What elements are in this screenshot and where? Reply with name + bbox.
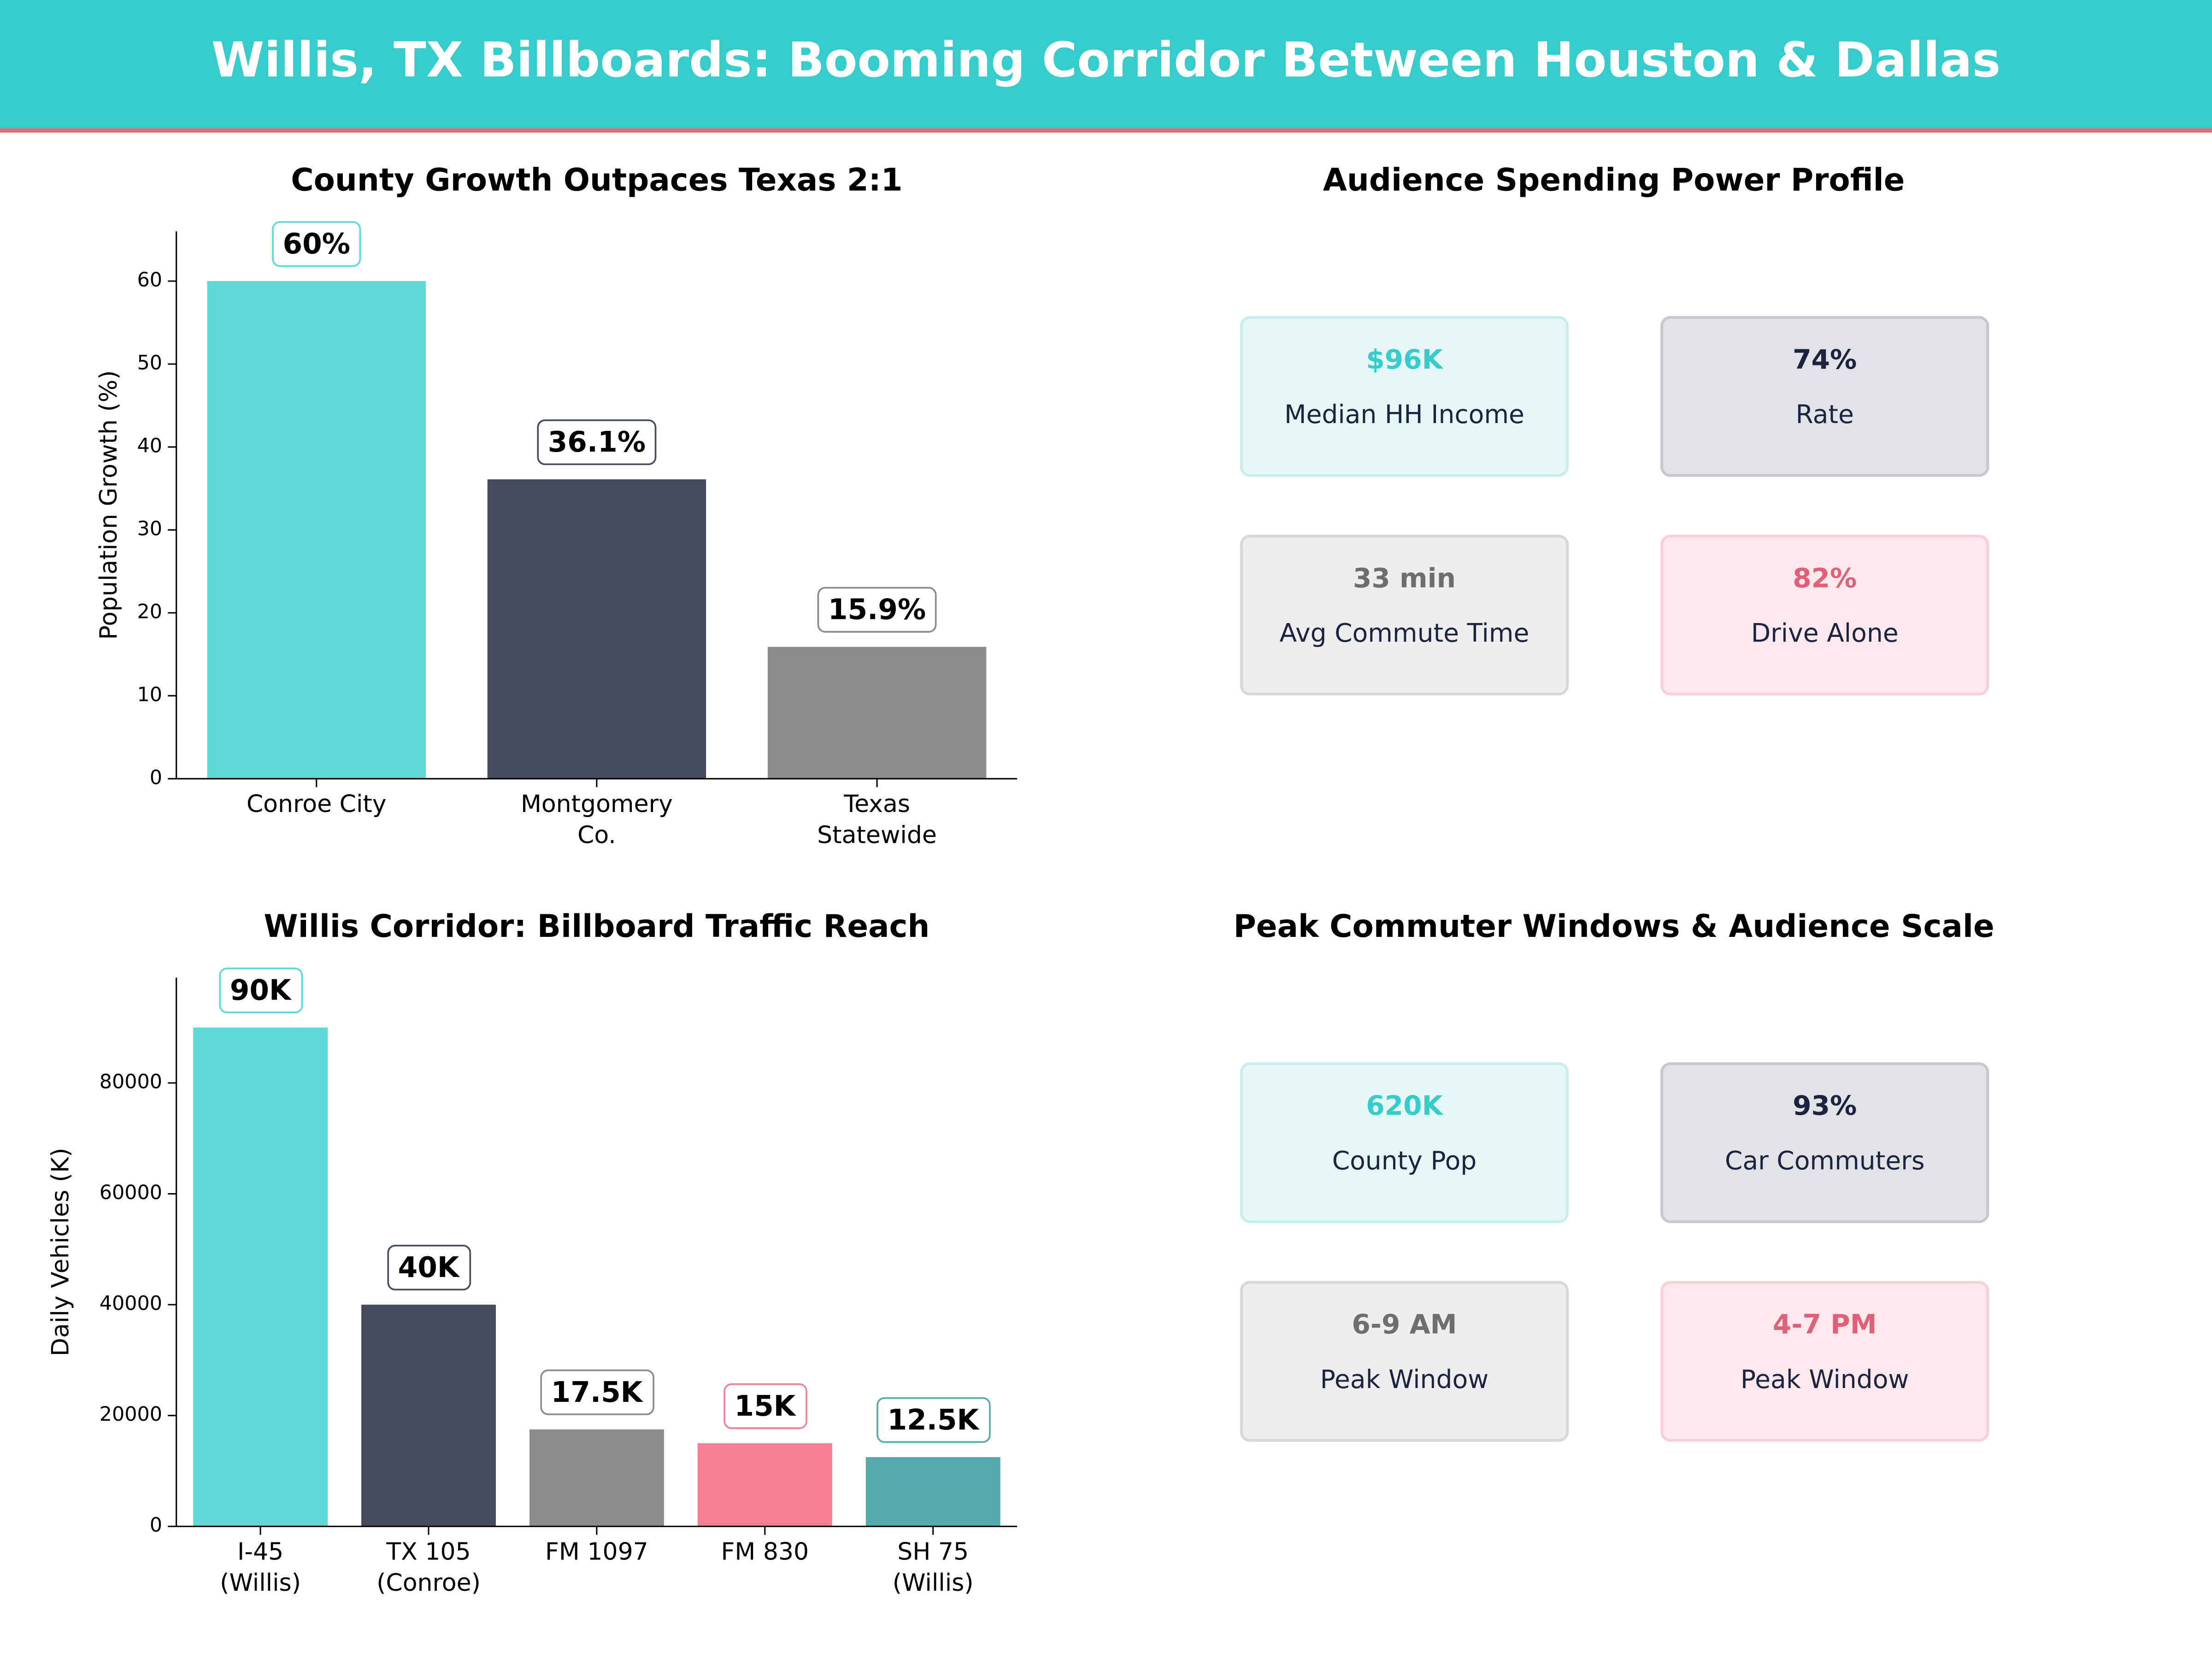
bar: [207, 281, 426, 779]
panel-title: Audience Spending Power Profile: [1323, 161, 1905, 198]
bar: [529, 1429, 664, 1527]
stat-label: Avg Commute Time: [1280, 618, 1530, 648]
bar: [361, 1305, 496, 1527]
value-label: 15.9%: [828, 594, 926, 626]
y-tick-label: 80000: [100, 1070, 162, 1093]
value-label: 36.1%: [548, 426, 646, 459]
value-label-box: [540, 1369, 654, 1415]
y-tick-label: 40: [137, 434, 163, 457]
stat-value: 620K: [1366, 1090, 1443, 1121]
stat-card: [1240, 1062, 1569, 1224]
stat-card: [1660, 316, 1989, 477]
y-tick-label: 10: [137, 683, 163, 706]
value-label: 60%: [282, 228, 350, 260]
value-label-box: [272, 221, 361, 267]
stat-label: Drive Alone: [1751, 618, 1899, 648]
stat-value: 82%: [1793, 562, 1857, 594]
stat-value: 6-9 AM: [1352, 1309, 1457, 1340]
value-label: 15K: [734, 1390, 796, 1423]
stat-value: 74%: [1793, 344, 1857, 375]
chart-title: County Growth Outpaces Texas 2:1: [291, 161, 902, 198]
x-tick-label: Conroe City: [247, 790, 387, 818]
y-tick-label: 60: [137, 269, 163, 292]
y-tick-label: 60000: [100, 1181, 162, 1204]
x-tick-label: I-45 (Willis): [220, 1538, 301, 1597]
stat-card: [1660, 1281, 1989, 1442]
x-tick-label: FM 1097: [545, 1538, 648, 1565]
value-label: 12.5K: [887, 1404, 980, 1436]
bar: [487, 479, 706, 779]
stat-value: 93%: [1793, 1090, 1857, 1121]
bar: [697, 1443, 832, 1527]
value-label-box: [537, 419, 657, 465]
y-tick-label: 20000: [100, 1403, 162, 1426]
value-label-box: [817, 587, 937, 633]
y-axis-label: Daily Vehicles (K): [47, 1148, 75, 1357]
x-tick-label: Montgomery Co.: [521, 790, 673, 849]
stat-value: 33 min: [1353, 562, 1456, 594]
x-tick-label: TX 105 (Conroe): [377, 1538, 481, 1597]
y-tick-label: 30: [137, 517, 163, 540]
stat-card: [1660, 1062, 1989, 1224]
y-tick-label: 0: [150, 766, 162, 789]
y-tick-label: 0: [150, 1514, 162, 1537]
y-tick-label: 50: [137, 351, 163, 374]
value-label: 17.5K: [551, 1376, 644, 1409]
y-tick-label: 20: [137, 600, 163, 623]
value-label: 90K: [230, 974, 292, 1007]
stat-card: [1240, 535, 1569, 696]
value-label-box: [219, 967, 303, 1013]
panel-title: Peak Commuter Windows & Audience Scale: [1233, 908, 1994, 944]
bar: [193, 1027, 328, 1527]
value-label-box: [724, 1383, 807, 1429]
stat-label: Peak Window: [1741, 1365, 1909, 1394]
stat-label: County Pop: [1332, 1146, 1477, 1176]
header-rule: [0, 128, 2212, 133]
x-tick-label: SH 75 (Willis): [893, 1538, 974, 1597]
stat-value: 4-7 PM: [1773, 1309, 1877, 1340]
y-axis-label: Population Growth (%): [95, 371, 123, 640]
page-title: Willis, TX Billboards: Booming Corridor …: [212, 32, 2001, 88]
stat-label: Median HH Income: [1284, 400, 1524, 429]
value-label: 40K: [398, 1251, 460, 1284]
chart-title: Willis Corridor: Billboard Traffic Reach: [264, 908, 930, 944]
stat-card: [1660, 535, 1989, 696]
x-tick-label: Texas Statewide: [817, 790, 937, 849]
value-label-box: [387, 1245, 471, 1291]
stat-value: $96K: [1366, 344, 1443, 375]
x-tick-label: FM 830: [721, 1538, 809, 1565]
stat-card: [1240, 316, 1569, 477]
stat-label: Peak Window: [1320, 1365, 1489, 1394]
stat-card: [1240, 1281, 1569, 1442]
bar: [865, 1457, 1000, 1527]
bar: [767, 647, 987, 779]
value-label-box: [877, 1397, 991, 1443]
stat-label: Rate: [1796, 400, 1854, 429]
y-tick-label: 40000: [100, 1292, 162, 1315]
stat-label: Car Commuters: [1725, 1146, 1925, 1176]
header-bar: [0, 0, 2212, 129]
